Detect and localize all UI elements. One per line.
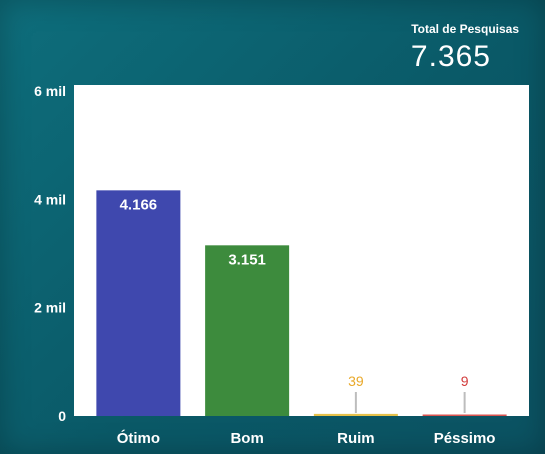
y-axis: 0 2 mil 4 mil 6 mil [34,83,66,424]
total-surveys-value: 7.365 [410,40,491,73]
bar-0 [96,190,181,416]
data-label-3: 9 [461,373,469,389]
data-label-1: 3.151 [228,251,266,268]
data-label-0: 4.166 [120,196,158,213]
y-tick-label: 6 mil [34,83,66,99]
bar-3 [422,414,507,416]
y-tick-label: 2 mil [34,300,66,316]
y-tick-label: 4 mil [34,191,66,207]
category-label: Péssimo [434,430,496,447]
bars: 4.166 3.151 39 9 [96,190,507,416]
x-axis: Ótimo Bom Ruim Péssimo [117,429,496,447]
category-label: Ruim [337,430,375,447]
y-tick-label: 0 [58,408,66,424]
bar-1 [205,245,290,416]
total-surveys-label: Total de Pesquisas [411,22,519,36]
category-label: Ótimo [117,429,160,447]
data-label-2: 39 [348,373,364,389]
bar-2 [313,413,398,416]
category-label: Bom [230,430,263,447]
